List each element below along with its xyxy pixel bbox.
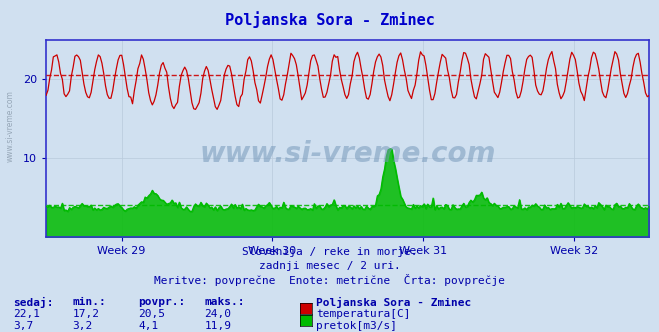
Text: pretok[m3/s]: pretok[m3/s] [316, 321, 397, 331]
Text: 4,1: 4,1 [138, 321, 159, 331]
Text: temperatura[C]: temperatura[C] [316, 309, 411, 319]
Text: maks.:: maks.: [204, 297, 244, 307]
Text: www.si-vreme.com: www.si-vreme.com [200, 140, 496, 168]
Text: 3,7: 3,7 [13, 321, 34, 331]
Text: Slovenija / reke in morje.: Slovenija / reke in morje. [242, 247, 417, 257]
Text: 17,2: 17,2 [72, 309, 100, 319]
Text: min.:: min.: [72, 297, 106, 307]
Text: povpr.:: povpr.: [138, 297, 186, 307]
Text: www.si-vreme.com: www.si-vreme.com [5, 90, 14, 162]
Text: Meritve: povprečne  Enote: metrične  Črta: povprečje: Meritve: povprečne Enote: metrične Črta:… [154, 274, 505, 286]
Text: Poljanska Sora - Zminec: Poljanska Sora - Zminec [225, 12, 434, 29]
Text: 3,2: 3,2 [72, 321, 93, 331]
Text: 22,1: 22,1 [13, 309, 40, 319]
Text: sedaj:: sedaj: [13, 297, 53, 308]
Text: 11,9: 11,9 [204, 321, 231, 331]
Text: Poljanska Sora - Zminec: Poljanska Sora - Zminec [316, 297, 472, 308]
Text: 20,5: 20,5 [138, 309, 165, 319]
Text: 24,0: 24,0 [204, 309, 231, 319]
Text: zadnji mesec / 2 uri.: zadnji mesec / 2 uri. [258, 261, 401, 271]
